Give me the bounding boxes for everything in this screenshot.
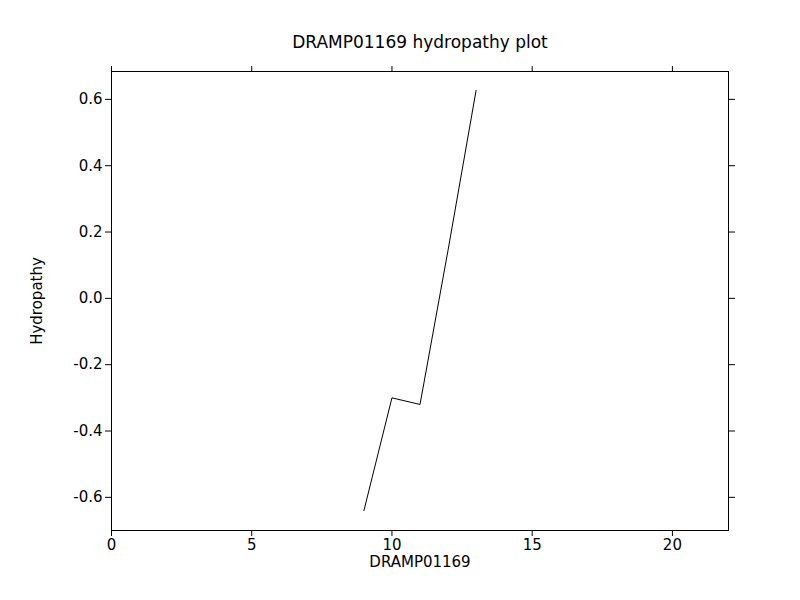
svg-text:DRAMP01169: DRAMP01169 [369, 553, 470, 571]
svg-text:Hydropathy: Hydropathy [28, 257, 46, 345]
svg-text:0.6: 0.6 [79, 90, 103, 108]
svg-text:DRAMP01169 hydropathy plot: DRAMP01169 hydropathy plot [292, 32, 548, 52]
svg-text:0.4: 0.4 [79, 156, 103, 174]
svg-text:20: 20 [663, 536, 682, 554]
svg-text:5: 5 [247, 536, 257, 554]
svg-text:-0.2: -0.2 [73, 355, 102, 373]
svg-text:0: 0 [107, 536, 117, 554]
svg-text:-0.4: -0.4 [73, 422, 102, 440]
svg-text:0.2: 0.2 [79, 223, 103, 241]
svg-text:15: 15 [523, 536, 542, 554]
svg-text:-0.6: -0.6 [73, 488, 102, 506]
svg-text:10: 10 [382, 536, 401, 554]
svg-text:0.0: 0.0 [79, 289, 103, 307]
